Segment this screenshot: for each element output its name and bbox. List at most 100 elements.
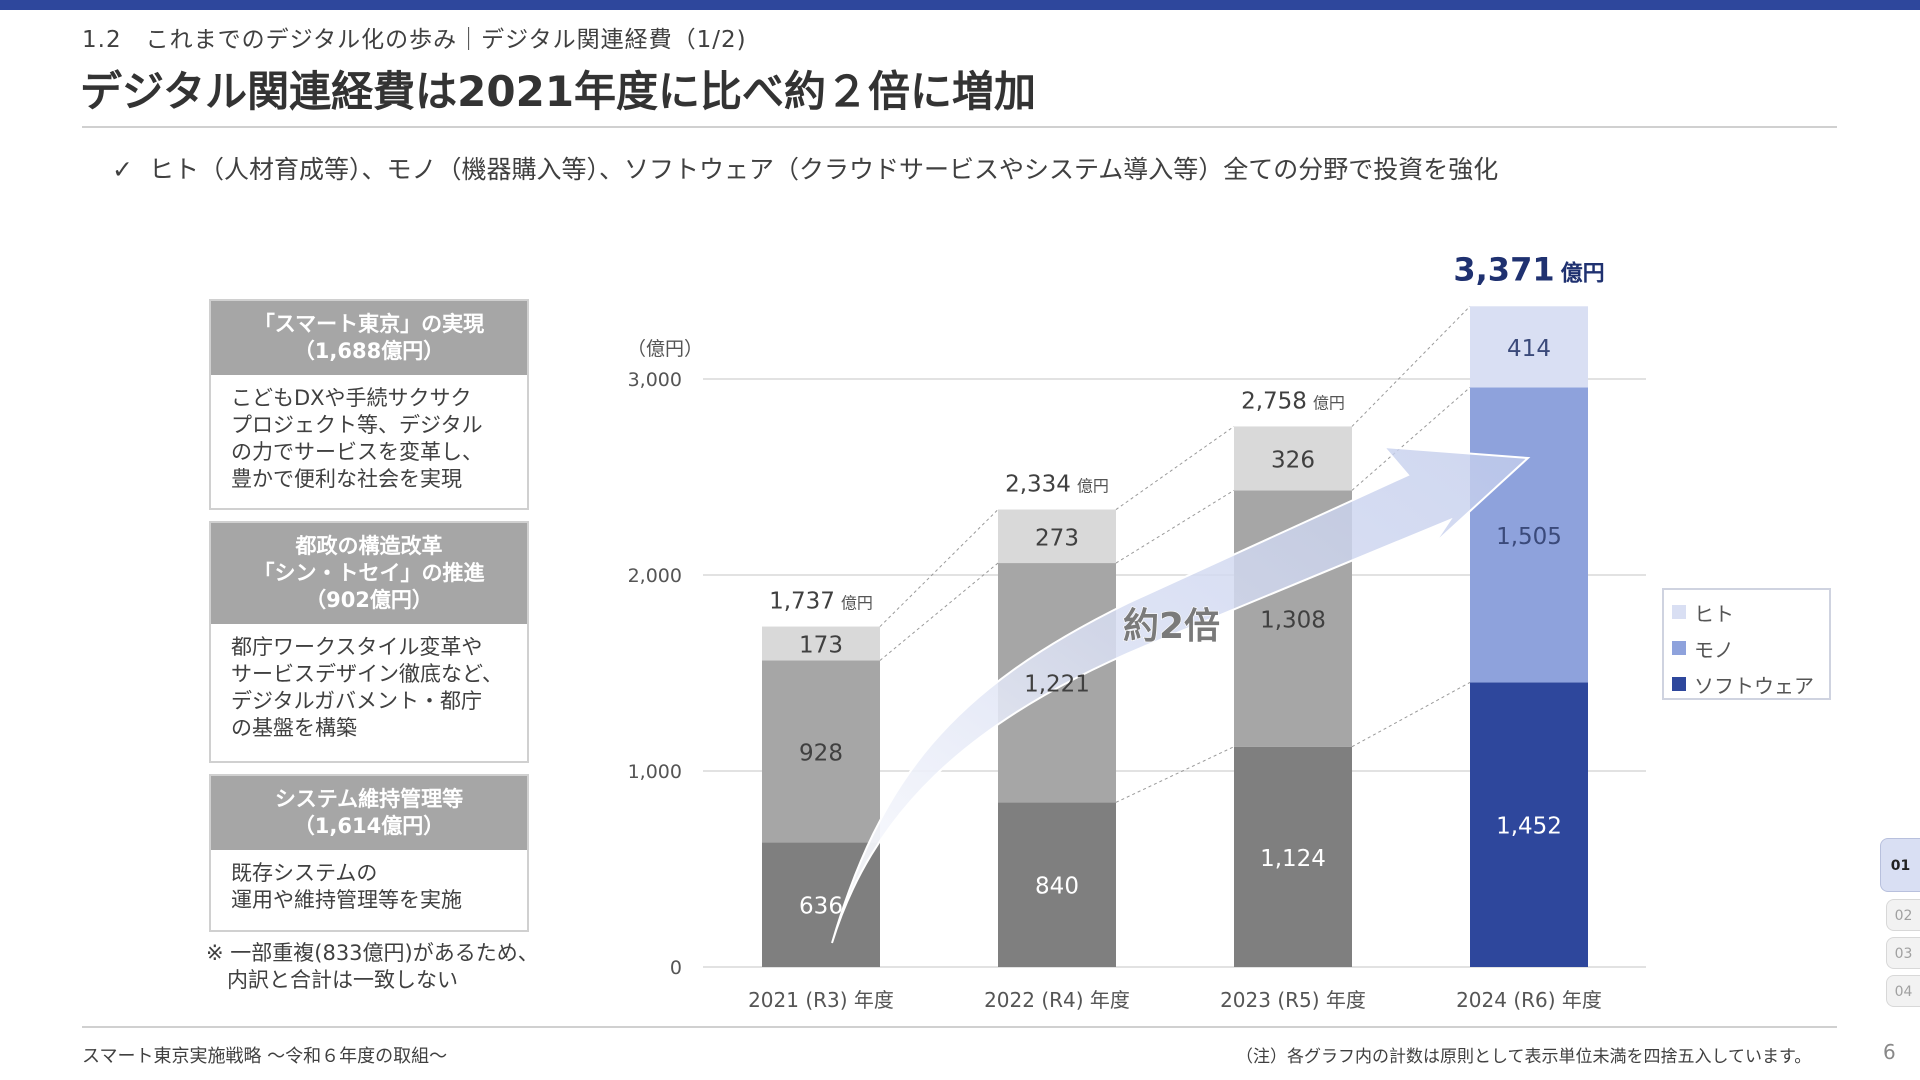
bar-value-label: 273 (1035, 525, 1079, 551)
card-header: 都政の構造改革 「シン・トセイ」の推進 （902億円） (211, 523, 527, 624)
bar-segment (998, 802, 1116, 967)
bar-value-label: 636 (799, 894, 843, 920)
overlap-note: ※ 一部重複(833億円)があるため、 内訳と合計は一致しない (206, 940, 539, 994)
chart-legend: ヒト モノ ソフトウェア (1662, 588, 1831, 700)
bar-segment (1234, 746, 1352, 967)
growth-arrow-shape (831, 445, 1531, 944)
x-axis: 2021 (R3) 年度 2022 (R4) 年度 2023 (R5) 年度 2024… (748, 988, 1602, 1012)
connector-line (1115, 489, 1235, 564)
card-body-line: 既存システムの (231, 861, 378, 885)
bar-value-label: 1,221 (1024, 672, 1090, 698)
card-body-line: 豊かで便利な社会を実現 (231, 467, 462, 491)
card-title: 「スマート東京」の実現 (253, 312, 485, 336)
card-smart-tokyo: 「スマート東京」の実現 （1,688億円） こどもDXや手続サクサク プロジェク… (209, 299, 529, 510)
page-title: デジタル関連経費は2021年度に比べ約２倍に増加 (80, 67, 1037, 116)
footer-document-title: スマート東京実施戦略 ～令和６年度の取組～ (82, 1046, 448, 1067)
card-system-maintenance: システム維持管理等 （1,614億円） 既存システムの 運用や維持管理等を実施 (209, 774, 529, 932)
card-body-line: サービスデザイン徹底など、 (231, 662, 503, 686)
bar-total-label: 2,758 億円 (1241, 388, 1345, 414)
bar-value-label: 173 (799, 633, 843, 659)
y-tick-label: 2,000 (628, 565, 682, 587)
data-labels: 636 928 173 1,737 億円 840 1,221 273 2,334 億円 1,124 1… (769, 250, 1605, 919)
connector-line (1115, 426, 1235, 510)
bars (762, 306, 1588, 967)
page-number: 6 (1883, 1040, 1896, 1064)
total-value: 1,737 (769, 589, 835, 615)
card-title: 都政の構造改革 (295, 534, 443, 558)
legend-item-mono: モノ (1672, 630, 1829, 666)
bar-value-label: 414 (1507, 336, 1551, 362)
bar-total-label: 3,371 億円 (1453, 250, 1604, 288)
page-tab-03[interactable]: 03 (1886, 937, 1920, 969)
summary-text: ヒト（人材育成等）、モノ（機器購入等）、ソフトウェア（クラウドサービスやシステム… (148, 155, 1499, 184)
x-tick-label: 2021 (R3) 年度 (748, 988, 894, 1012)
legend-item-software: ソフトウェア (1672, 666, 1829, 702)
y-tick-label: 3,000 (628, 369, 682, 391)
y-axis-unit-label: （億円） (627, 338, 703, 360)
card-body-line: こどもDXや手続サクサク (231, 386, 472, 410)
card-body-line: プロジェクト等、デジタル (231, 413, 483, 437)
note-line: ※ 一部重複(833億円)があるため、 (206, 941, 539, 965)
bar-total-label: 1,737 億円 (769, 589, 873, 615)
bar-segment (1470, 387, 1588, 683)
card-body: 既存システムの 運用や維持管理等を実施 (211, 850, 527, 924)
footer-divider (82, 1026, 1837, 1028)
page-tab-01[interactable]: 01 (1880, 838, 1920, 892)
connector-line (1115, 746, 1235, 803)
y-axis: （億円） 0 1,000 2,000 3,000 (627, 338, 703, 979)
total-value: 2,758 (1241, 388, 1307, 414)
bar-value-label: 1,505 (1496, 524, 1562, 550)
y-tick-label: 0 (670, 957, 682, 979)
title-divider (82, 126, 1837, 128)
card-body-line: の力でサービスを変革し、 (231, 440, 483, 464)
note-line: 内訳と合計は一致しない (206, 968, 458, 992)
connector-line (879, 562, 999, 661)
card-subtitle: 「シン・トセイ」の推進 (253, 561, 485, 585)
bar-segment (762, 626, 880, 661)
growth-arrow: 約2倍 (831, 445, 1531, 944)
bar-segment (1234, 426, 1352, 491)
bar-segment (998, 563, 1116, 803)
gridlines (703, 378, 1646, 968)
x-tick-label: 2022 (R4) 年度 (984, 988, 1130, 1012)
bar-value-label: 928 (799, 740, 843, 766)
card-body-line: 運用や維持管理等を実施 (231, 888, 462, 912)
summary-bullet: ✓ ヒト（人材育成等）、モノ（機器購入等）、ソフトウェア（クラウドサービスやシステ… (112, 150, 1498, 186)
total-unit: 億円 (1561, 260, 1605, 286)
legend-label: ソフトウェア (1694, 673, 1814, 698)
page-tab-02[interactable]: 02 (1886, 899, 1920, 931)
total-unit: 億円 (841, 594, 873, 613)
bar-value-label: 1,308 (1260, 608, 1326, 634)
check-icon: ✓ (112, 155, 133, 184)
card-body: 都庁ワークスタイル変革や サービスデザイン徹底など、 デジタルガバメント・都庁 … (211, 624, 527, 752)
card-amount: （902億円） (305, 588, 433, 612)
card-shin-tosei: 都政の構造改革 「シン・トセイ」の推進 （902億円） 都庁ワークスタイル変革や… (209, 521, 529, 763)
connector-line (1351, 681, 1471, 748)
card-body-line: の基盤を構築 (231, 716, 357, 740)
card-title: システム維持管理等 (274, 787, 464, 811)
card-body-line: 都庁ワークスタイル変革や (231, 635, 483, 659)
connector-line (1351, 305, 1471, 427)
bar-value-label: 1,452 (1496, 814, 1562, 840)
growth-annotation: 約2倍 (1123, 606, 1220, 647)
bar-segment (1470, 682, 1588, 967)
bar-segment (1234, 490, 1352, 747)
legend-swatch (1672, 605, 1686, 619)
y-tick-label: 1,000 (628, 761, 682, 783)
x-tick-label: 2023 (R5) 年度 (1220, 988, 1366, 1012)
total-unit: 億円 (1077, 477, 1109, 496)
bar-segment (1470, 306, 1588, 388)
connector-line (879, 509, 999, 627)
footer-rounding-note: （注）各グラフ内の計数は原則として表示単位未満を四捨五入しています。 (1236, 1047, 1812, 1067)
legend-swatch (1672, 641, 1686, 655)
total-value: 3,371 (1453, 250, 1554, 288)
bar-total-label: 2,334 億円 (1005, 472, 1109, 498)
legend-label: ヒト (1694, 601, 1734, 626)
card-amount: （1,614億円） (293, 814, 445, 838)
page-tab-04[interactable]: 04 (1886, 975, 1920, 1007)
legend-label: モノ (1694, 637, 1734, 662)
top-accent-bar (0, 0, 1920, 10)
bar-segment (998, 509, 1116, 564)
legend-swatch (1672, 677, 1686, 691)
total-unit: 億円 (1313, 393, 1345, 412)
